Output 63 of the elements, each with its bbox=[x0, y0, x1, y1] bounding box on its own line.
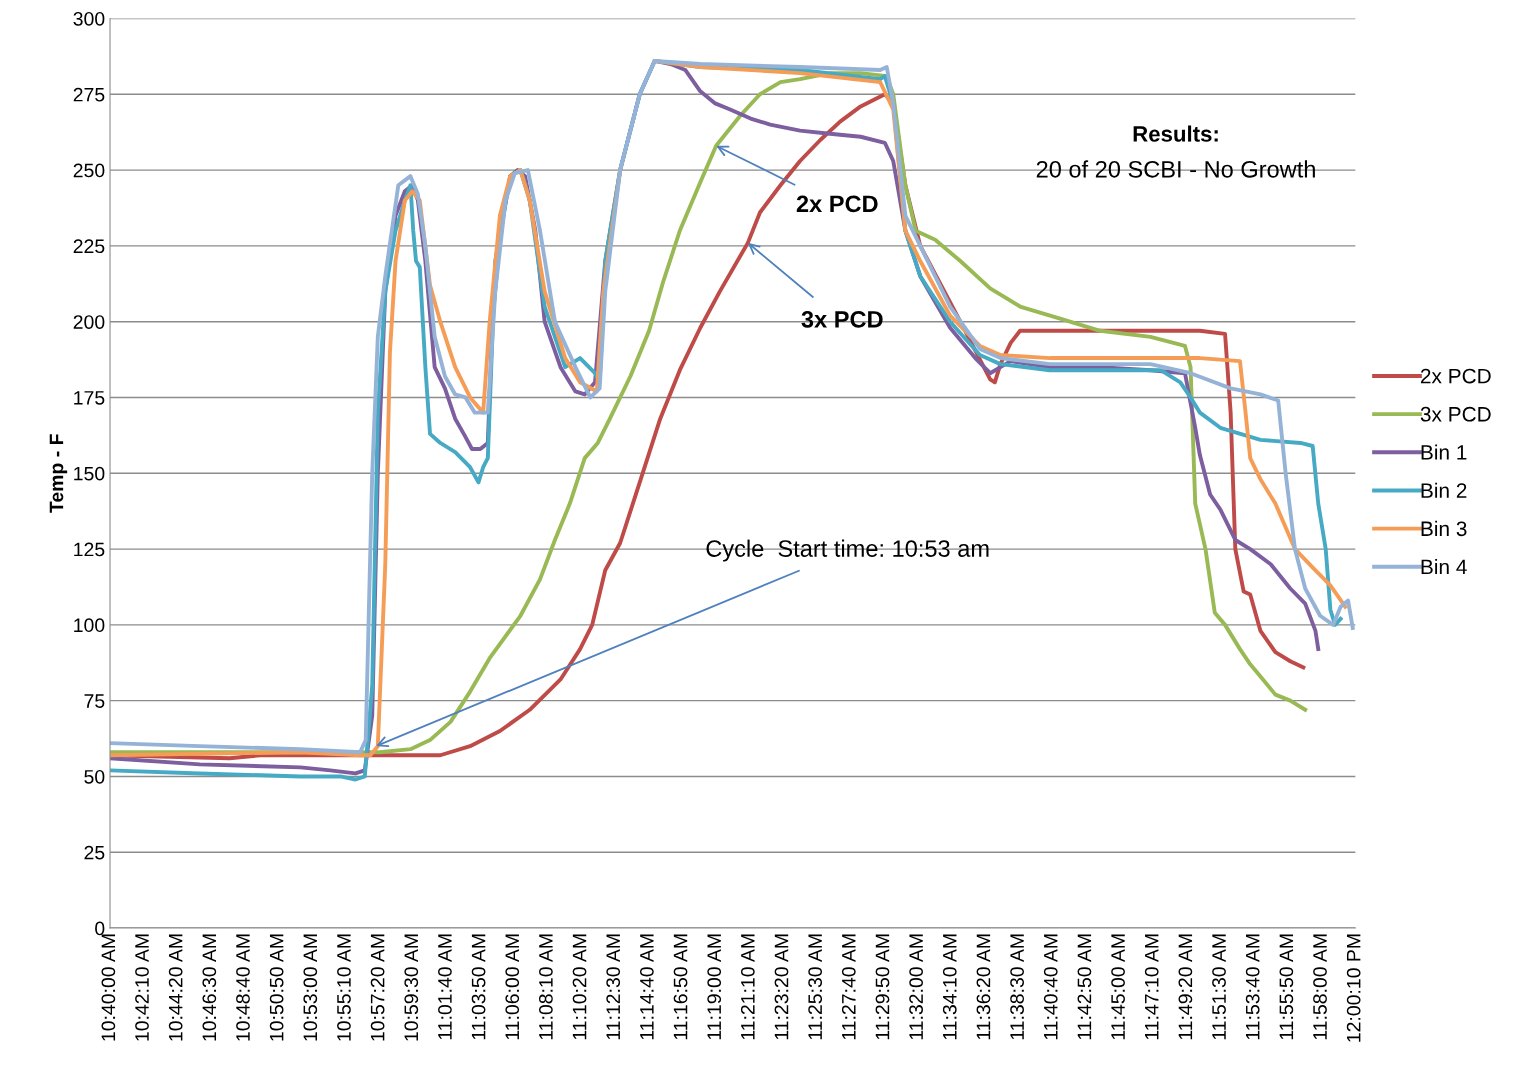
x-tick-label: 11:38:30 AM bbox=[1010, 934, 1024, 1040]
x-tick-label: 11:14:40 AM bbox=[639, 934, 654, 1040]
x-tick-label: 11:06:00 AM bbox=[505, 934, 520, 1040]
x-tick-label: 11:25:30 AM bbox=[808, 934, 823, 1040]
legend-label: Bin 4 bbox=[1421, 559, 1467, 575]
x-tick-label: 10:40:00 AM bbox=[101, 934, 116, 1041]
y-tick-label: 100 bbox=[74, 618, 105, 633]
y-tick-label: 125 bbox=[74, 542, 105, 557]
y-tick-label: 175 bbox=[74, 391, 105, 405]
legend-label: Bin 1 bbox=[1421, 444, 1467, 460]
x-tick-label: 11:23:20 AM bbox=[774, 934, 789, 1040]
x-tick-label: 11:21:10 AM bbox=[740, 934, 755, 1040]
y-tick-label: 200 bbox=[73, 315, 105, 329]
legend-label: 2x PCD bbox=[1420, 368, 1491, 384]
x-tick-label: 11:01:40 AM bbox=[438, 934, 452, 1040]
y-tick-label: 75 bbox=[84, 694, 105, 708]
x-tick-label: 11:58:00 AM bbox=[1313, 934, 1327, 1040]
x-tick-label: 11:08:10 AM bbox=[539, 934, 553, 1040]
annotation: 2x PCD bbox=[796, 195, 878, 213]
x-tick-label: 10:57:20 AM bbox=[370, 934, 385, 1041]
annotation: 3x PCD bbox=[801, 311, 883, 328]
x-tick-label: 11:03:50 AM bbox=[471, 934, 486, 1040]
x-tick-label: 10:50:50 AM bbox=[269, 934, 284, 1041]
x-tick-label: 11:27:40 AM bbox=[841, 934, 856, 1040]
x-tick-label: 11:51:30 AM bbox=[1212, 934, 1226, 1040]
annotation: 20 of 20 SCBI - No Growth bbox=[1036, 160, 1315, 178]
y-tick-label: 150 bbox=[74, 466, 105, 481]
x-tick-label: 11:42:50 AM bbox=[1077, 934, 1092, 1040]
x-tick-label: 12:00:10 PM bbox=[1346, 934, 1361, 1042]
x-tick-label: 11:40:40 AM bbox=[1043, 934, 1058, 1040]
x-tick-label: 10:53:00 AM bbox=[303, 934, 318, 1041]
y-tick-label: 225 bbox=[73, 239, 105, 254]
y-tick-label: 25 bbox=[84, 845, 105, 860]
x-tick-label: 10:48:40 AM bbox=[236, 934, 250, 1041]
legend-label: Bin 3 bbox=[1421, 520, 1467, 537]
x-tick-label: 11:10:20 AM bbox=[572, 934, 587, 1040]
x-tick-label: 10:46:30 AM bbox=[202, 934, 217, 1041]
x-tick-label: 11:36:20 AM bbox=[976, 934, 991, 1040]
x-tick-label: 11:47:10 AM bbox=[1144, 934, 1159, 1040]
y-axis-title: Temp - F bbox=[49, 434, 68, 513]
y-tick-label: 0 bbox=[95, 921, 105, 936]
x-tick-label: 10:59:30 AM bbox=[404, 934, 419, 1041]
x-tick-label: 11:34:10 AM bbox=[942, 934, 957, 1040]
x-tick-label: 11:55:50 AM bbox=[1279, 934, 1294, 1040]
x-tick-label: 10:55:10 AM bbox=[337, 934, 351, 1041]
x-tick-label: 11:53:40 AM bbox=[1245, 934, 1260, 1040]
x-tick-label: 11:16:50 AM bbox=[673, 934, 688, 1040]
y-tick-label: 300 bbox=[73, 11, 105, 26]
y-tick-label: 250 bbox=[73, 163, 105, 178]
annotation: Results: bbox=[1133, 125, 1218, 142]
x-tick-label: 11:12:30 AM bbox=[606, 934, 621, 1040]
annotation: Cycle Start time: 10:53 am bbox=[706, 539, 989, 562]
y-tick-label: 275 bbox=[73, 87, 105, 102]
legend-label: Bin 2 bbox=[1421, 482, 1467, 498]
x-tick-label: 11:49:20 AM bbox=[1178, 934, 1193, 1040]
x-tick-label: 11:45:00 AM bbox=[1111, 934, 1125, 1040]
x-tick-label: 10:42:10 AM bbox=[135, 934, 149, 1041]
x-tick-label: 11:19:00 AM bbox=[707, 934, 722, 1040]
x-tick-label: 10:44:20 AM bbox=[168, 934, 183, 1041]
x-tick-label: 11:29:50 AM bbox=[875, 934, 890, 1040]
x-tick-label: 11:32:00 AM bbox=[909, 934, 924, 1040]
y-tick-label: 50 bbox=[84, 769, 105, 784]
legend-label: 3x PCD bbox=[1420, 406, 1491, 422]
